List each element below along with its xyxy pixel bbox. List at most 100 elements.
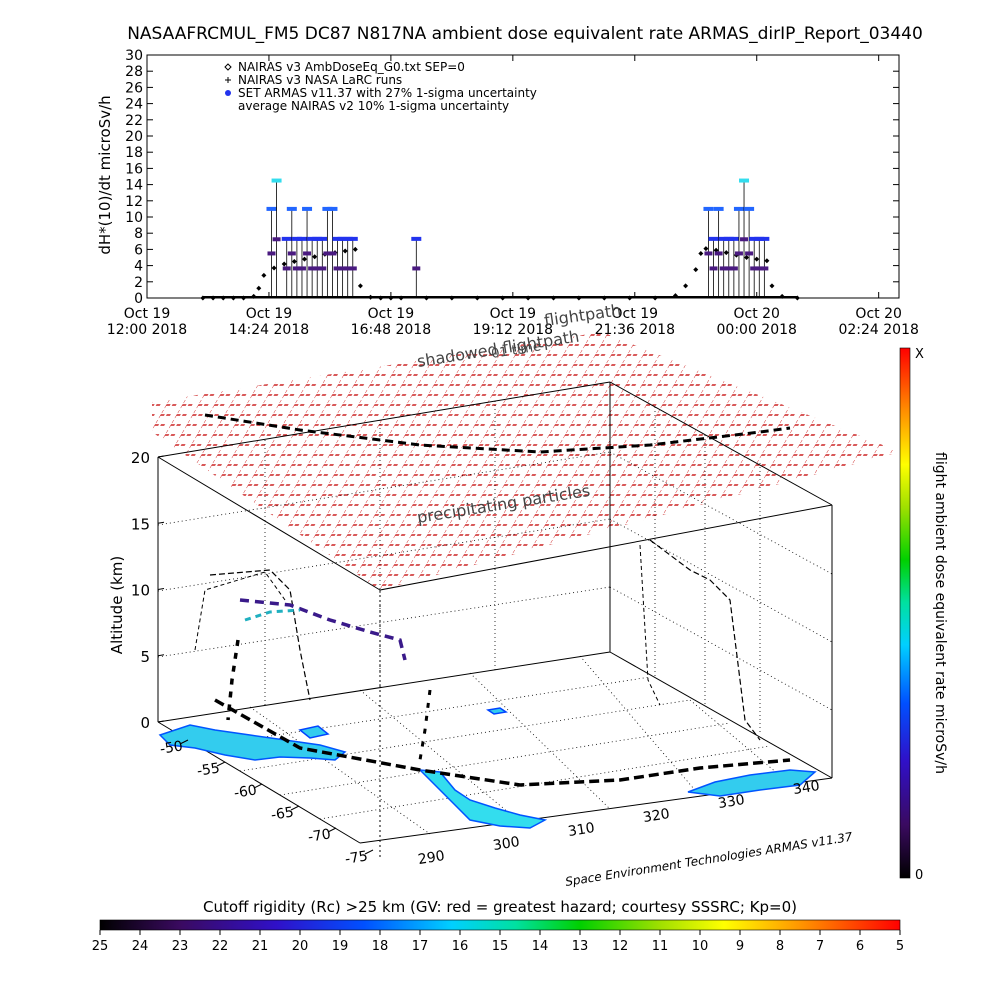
dose-x-tick-label: Oct 19: [368, 306, 414, 322]
armas-point: [703, 206, 714, 211]
nairas-point: [474, 295, 480, 301]
rigidity-colorbar-group: Cutoff rigidity (Rc) >25 km (GV: red = g…: [92, 898, 904, 954]
nairas-point: [210, 295, 216, 301]
altitude-tick-label: 15: [131, 515, 150, 533]
armas-lower-bound: [318, 266, 327, 271]
legend-label: average NAIRAS v2 10% 1-sigma uncertaint…: [238, 99, 509, 113]
dose-y-tick-label: 14: [125, 178, 143, 194]
legend-label: SET ARMAS v11.37 with 27% 1-sigma uncert…: [238, 86, 537, 100]
armas-lower-bound: [740, 237, 749, 242]
longitude-tick-label: 310: [567, 820, 596, 840]
armas-lower-bound: [287, 251, 296, 256]
dose-y-tick-label: 0: [134, 291, 143, 307]
dose-x-tick-label: 02:24 2018: [838, 322, 918, 338]
armas-point: [327, 206, 338, 211]
nairas-point: [525, 295, 531, 301]
nairas-point: [388, 295, 394, 301]
rigidity-tick-label: 17: [412, 939, 429, 954]
latitude-tick: [290, 805, 300, 811]
altitude-tick: [157, 654, 165, 657]
nairas-point: [342, 248, 348, 254]
armas-lower-bound: [297, 266, 306, 271]
armas-lower-bound: [724, 266, 733, 271]
armas-point: [317, 236, 328, 241]
nairas-point: [256, 285, 262, 291]
rigidity-tick-label: 23: [172, 939, 189, 954]
armas-lower-bound: [333, 266, 342, 271]
armas-point: [728, 236, 739, 241]
dose-x-tick-label: 00:00 2018: [717, 322, 797, 338]
longitude-tick-label: 290: [417, 848, 446, 868]
armas-lower-bound: [313, 266, 322, 271]
armas-lower-bound: [745, 251, 754, 256]
dose-y-tick-label: 4: [134, 259, 143, 275]
dose-y-tick-label: 12: [125, 194, 143, 210]
altitude-tick: [157, 521, 165, 524]
flight-dose-descent-2: [418, 689, 432, 761]
nairas-point: [281, 261, 287, 267]
legend-dot-marker: [225, 90, 231, 96]
nairas-point: [550, 295, 556, 301]
rigidity-tick-label: 7: [816, 939, 824, 954]
ground-map: [158, 707, 817, 829]
armas-lower-bound: [343, 266, 352, 271]
latitude-tick-label: -60: [233, 782, 258, 801]
armas-point: [281, 236, 292, 241]
longitude-tick-label: 330: [717, 792, 746, 812]
rigidity-tick-label: 20: [292, 939, 309, 954]
chart-title: NASAAFRCMUL_FM5 DC87 N817NA ambient dose…: [127, 24, 923, 44]
longitude-axis: 290 300 310 320 330 340: [417, 778, 821, 868]
flight-track-shadow-top: [204, 413, 791, 454]
nairas-point: [693, 267, 699, 273]
dose-x-tick-label: 21:36 2018: [595, 322, 675, 338]
latitude-tick: [179, 739, 189, 745]
nairas-point: [779, 293, 785, 299]
armas-point: [411, 236, 422, 241]
nairas-point: [769, 283, 775, 289]
armas-point: [322, 206, 333, 211]
armas-point: [266, 206, 277, 211]
box-grid: [157, 401, 833, 835]
armas-point: [337, 236, 348, 241]
dose-x-tick-label: 12:00 2018: [107, 322, 187, 338]
armas-lower-bound: [709, 266, 718, 271]
dose-series: [200, 178, 800, 301]
armas-lower-bound: [412, 266, 421, 271]
flight-track-shadow-ground: [214, 698, 791, 787]
latitude-tick: [216, 761, 226, 767]
armas-point: [307, 236, 318, 241]
armas-lower-bound: [714, 251, 723, 256]
armas-point: [744, 206, 755, 211]
nairas-point: [576, 295, 582, 301]
rigidity-tick-label: 15: [492, 939, 509, 954]
credit-text: Space Environment Technologies ARMAS v11…: [564, 830, 854, 889]
altitude-axis: 0 5 10 15 20: [131, 449, 165, 732]
armas-lower-bound: [328, 251, 337, 256]
armas-point: [271, 178, 282, 183]
nairas-point: [703, 246, 709, 252]
legend-label: NAIRAS v3 NASA LaRC runs: [238, 73, 402, 87]
nairas-point: [652, 295, 658, 301]
rigidity-colorbar: [99, 919, 901, 931]
armas-lower-bound: [348, 266, 357, 271]
land-south-america-tip: [158, 724, 347, 761]
armas-point: [723, 236, 734, 241]
latitude-tick: [327, 827, 337, 833]
legend-diamond-marker: [224, 63, 232, 71]
nairas-point: [449, 295, 455, 301]
nairas-point: [241, 295, 247, 301]
nairas-point: [683, 283, 689, 289]
rigidity-tick-label: 25: [92, 939, 109, 954]
armas-point: [733, 206, 744, 211]
dose-x-tick-label: 16:48 2018: [351, 322, 431, 338]
flight-dose-colored-arc: [239, 598, 407, 661]
armas-point: [759, 236, 770, 241]
longitude-tick-label: 300: [492, 834, 521, 854]
armas-lower-bound: [760, 266, 769, 271]
rigidity-tick-label: 22: [212, 939, 229, 954]
flight-tracks: [194, 413, 791, 787]
nairas-point: [398, 295, 404, 301]
